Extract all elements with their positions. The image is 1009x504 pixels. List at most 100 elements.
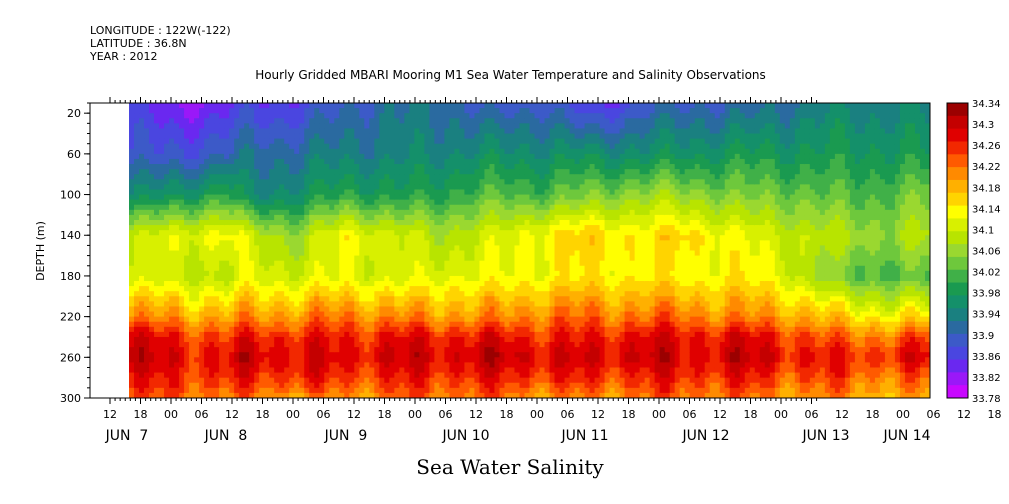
heatmap-cell	[444, 286, 450, 292]
heatmap-cell	[319, 342, 325, 348]
heatmap-cell	[324, 143, 330, 150]
heatmap-cell	[164, 265, 170, 272]
heatmap-cell	[479, 331, 486, 338]
heatmap-cell	[174, 169, 180, 175]
heatmap-cell	[404, 108, 410, 114]
heatmap-cell	[294, 133, 300, 140]
heatmap-cell	[174, 296, 180, 302]
heatmap-cell	[494, 103, 501, 109]
heatmap-cell	[484, 148, 491, 155]
heatmap-cell	[164, 169, 170, 175]
heatmap-cell	[364, 336, 370, 343]
heatmap-cell	[389, 326, 395, 333]
heatmap-cell	[364, 281, 370, 287]
heatmap-cell	[274, 138, 280, 145]
heatmap-cell	[194, 169, 200, 175]
heatmap-cell	[304, 143, 310, 150]
heatmap-cell	[499, 311, 506, 318]
heatmap-cell	[249, 148, 255, 155]
heatmap-cell	[479, 382, 486, 389]
heatmap-cell	[259, 336, 265, 343]
heatmap-cell	[359, 286, 365, 292]
heatmap-cell	[524, 143, 531, 150]
heatmap-cell	[149, 265, 155, 272]
heatmap-cell	[434, 194, 440, 201]
heatmap-cell	[464, 296, 471, 302]
heatmap-cell	[484, 184, 491, 191]
heatmap-cell	[229, 387, 235, 394]
heatmap-cell	[294, 138, 300, 145]
heatmap-cell	[174, 382, 180, 389]
heatmap-cell	[354, 108, 360, 114]
heatmap-cell	[489, 143, 496, 150]
heatmap-cell	[469, 326, 476, 333]
heatmap-cell	[404, 321, 410, 328]
heatmap-cell	[384, 291, 390, 297]
heatmap-cell	[464, 367, 471, 374]
heatmap-cell	[199, 143, 205, 150]
heatmap-cell	[144, 240, 150, 247]
heatmap-cell	[144, 214, 150, 221]
heatmap-cell	[509, 230, 516, 236]
heatmap-cell	[304, 164, 310, 170]
heatmap-cell	[324, 331, 330, 338]
heatmap-cell	[469, 382, 476, 389]
heatmap-cell	[154, 311, 160, 318]
heatmap-cell	[459, 209, 466, 216]
heatmap-cell	[469, 377, 476, 384]
heatmap-cell	[549, 331, 556, 338]
heatmap-cell	[324, 225, 330, 231]
heatmap-cell	[184, 281, 190, 287]
heatmap-cell	[419, 219, 425, 226]
heatmap-cell	[504, 235, 511, 241]
heatmap-cell	[389, 230, 395, 236]
heatmap-cell	[429, 306, 435, 313]
heatmap-cell	[549, 143, 556, 150]
heatmap-cell	[444, 103, 450, 109]
heatmap-cell	[204, 123, 210, 130]
heatmap-cell	[134, 199, 140, 206]
heatmap-cell	[429, 219, 435, 226]
heatmap-cell	[484, 138, 491, 145]
heatmap-cell	[384, 347, 390, 353]
heatmap-cell	[329, 164, 335, 170]
heatmap-cell	[399, 214, 405, 221]
heatmap-cell	[329, 270, 335, 277]
heatmap-cell	[454, 250, 461, 257]
heatmap-cell	[224, 103, 230, 109]
heatmap-cell	[484, 108, 491, 114]
heatmap-cell	[524, 286, 531, 292]
heatmap-cell	[344, 128, 350, 135]
heatmap-cell	[279, 321, 285, 328]
heatmap-cell	[474, 316, 481, 323]
heatmap-cell	[339, 275, 345, 282]
heatmap-cell	[299, 123, 305, 130]
heatmap-cell	[254, 357, 260, 363]
heatmap-cell	[389, 143, 395, 150]
heatmap-cell	[389, 235, 395, 241]
heatmap-cell	[544, 103, 551, 109]
heatmap-cell	[539, 179, 546, 185]
heatmap-cell	[354, 367, 360, 374]
heatmap-cell	[414, 270, 420, 277]
heatmap-cell	[454, 372, 461, 379]
heatmap-cell	[314, 250, 320, 257]
heatmap-cell	[364, 306, 370, 313]
heatmap-cell	[264, 382, 270, 389]
heatmap-cell	[414, 291, 420, 297]
heatmap-cell	[434, 103, 440, 109]
heatmap-cell	[299, 169, 305, 175]
heatmap-cell	[509, 184, 516, 191]
heatmap-cell	[399, 367, 405, 374]
heatmap-cell	[379, 103, 385, 109]
heatmap-cell	[134, 336, 140, 343]
heatmap-cell	[344, 362, 350, 369]
heatmap-cell	[234, 153, 240, 160]
heatmap-cell	[149, 230, 155, 236]
heatmap-cell	[279, 392, 285, 398]
heatmap-cell	[209, 387, 215, 394]
heatmap-cell	[164, 209, 170, 216]
heatmap-cell	[384, 230, 390, 236]
heatmap-cell	[214, 275, 220, 282]
heatmap-cell	[469, 342, 476, 348]
